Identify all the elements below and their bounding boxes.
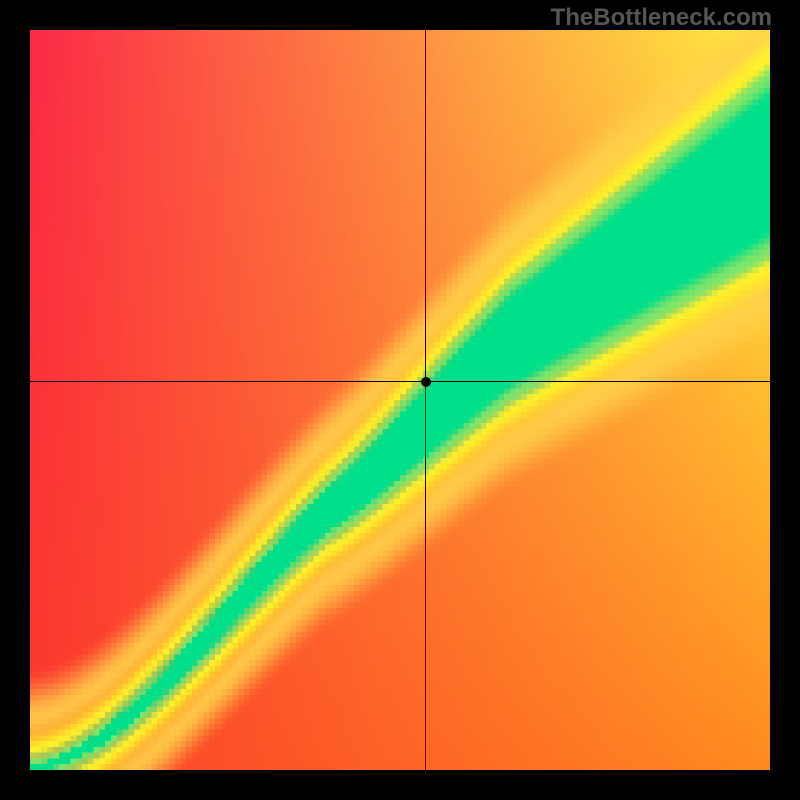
crosshair-horizontal bbox=[30, 381, 770, 382]
crosshair-vertical bbox=[425, 30, 426, 770]
crosshair-marker bbox=[421, 377, 431, 387]
heatmap-plot bbox=[30, 30, 770, 770]
watermark-text: TheBottleneck.com bbox=[551, 4, 772, 32]
heatmap-canvas bbox=[30, 30, 770, 770]
chart-frame: TheBottleneck.com bbox=[0, 0, 800, 800]
